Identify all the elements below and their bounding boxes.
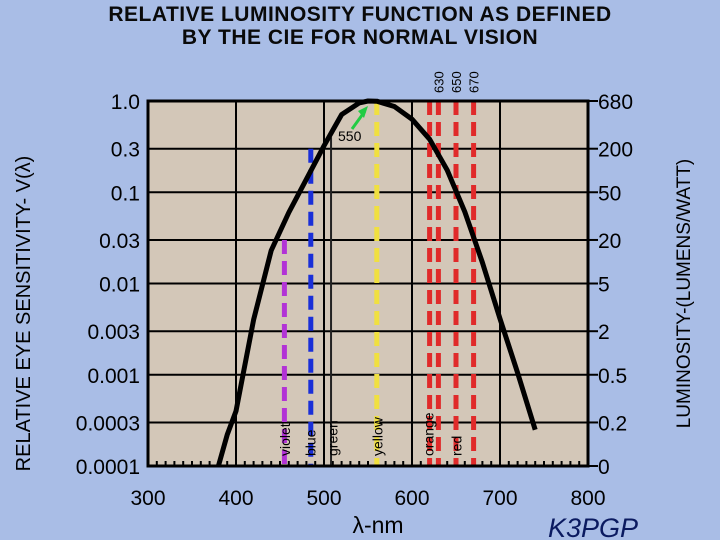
band-label: violet	[277, 423, 293, 456]
y-tick-label: 0.0001	[76, 456, 140, 479]
wavelength-top-label: 650	[449, 71, 464, 93]
y-tick-label: 0.003	[87, 321, 140, 344]
y-axis-title: RELATIVE EYE SENSITIVITY- V(λ)	[13, 156, 35, 472]
x-tick-label: 500	[306, 487, 341, 510]
peak-arrow-head	[358, 106, 368, 118]
x-tick-label: 800	[570, 487, 605, 510]
x-tick-label: 300	[130, 487, 165, 510]
y2-tick-label: 0	[598, 456, 610, 479]
band-label: blue	[303, 429, 319, 456]
y-tick-label: 0.3	[111, 139, 140, 162]
chart-title-line1: RELATIVE LUMINOSITY FUNCTION AS DEFINED	[108, 3, 612, 26]
peak-label: 550	[338, 128, 362, 144]
x-axis-title: λ-nm	[352, 512, 403, 538]
chart-title-line2: BY THE CIE FOR NORMAL VISION	[181, 26, 539, 49]
band-label: green	[325, 420, 341, 456]
y2-tick-label: 20	[598, 230, 621, 253]
y2-tick-label: 0.2	[598, 412, 627, 435]
y-tick-label: 1.0	[111, 91, 140, 114]
y2-tick-label: 200	[598, 139, 633, 162]
wavelength-top-label: 630	[431, 71, 446, 93]
x-tick-label: 400	[218, 487, 253, 510]
y2-tick-label: 5	[598, 274, 610, 297]
band-label: red	[449, 436, 465, 456]
y2-tick-label: 0.5	[598, 365, 627, 388]
y2-tick-label: 2	[598, 321, 610, 344]
y2-tick-label: 50	[598, 182, 621, 205]
x-tick-label: 700	[482, 487, 517, 510]
plot-frame	[146, 99, 590, 468]
band-label: yellow	[369, 416, 385, 456]
y-tick-label: 0.1	[111, 182, 140, 205]
x-tick-label: 600	[394, 487, 429, 510]
y2-tick-label: 680	[598, 91, 633, 114]
y-tick-label: 0.001	[87, 365, 140, 388]
y-tick-label: 0.03	[99, 230, 140, 253]
credit-label: K3PGP	[548, 513, 638, 540]
wavelength-top-label: 670	[467, 71, 482, 93]
y-tick-label: 0.0003	[76, 412, 140, 435]
y-tick-label: 0.01	[99, 274, 140, 297]
y2-axis-title: LUMINOSITY-(LUMENS/WATT)	[674, 159, 695, 429]
band-label: orange	[420, 412, 436, 456]
